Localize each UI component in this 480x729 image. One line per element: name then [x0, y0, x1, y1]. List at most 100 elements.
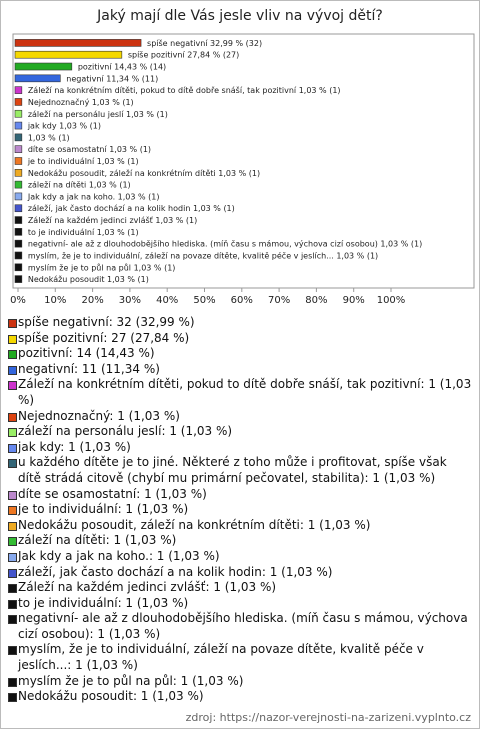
legend-item: u každého dítěte je to jiné. Některé z t…	[8, 455, 472, 486]
legend-item: je to individuální: 1 (1,03 %)	[8, 502, 472, 518]
bar	[14, 239, 23, 248]
legend-swatch	[8, 646, 17, 656]
bar-label: Jak kdy a jak na koho. 1,03 % (1)	[27, 192, 160, 201]
legend-swatch	[8, 537, 17, 547]
bar	[14, 157, 23, 165]
legend-text: Jak kdy a jak na koho.: 1 (1,03 %)	[18, 548, 220, 563]
bar-label: Nedokážu posoudit, záleží na konkrétním …	[28, 168, 260, 178]
legend-item: Záleží na konkrétním dítěti, pokud to dí…	[8, 377, 472, 408]
legend-text: díte se osamostatní: 1 (1,03 %)	[18, 486, 207, 501]
bar-label: spíše pozitivní 27,84 % (27)	[128, 50, 239, 60]
bar-label: jak kdy 1,03 % (1)	[27, 122, 101, 131]
legend-item: spíše pozitivní: 27 (27,84 %)	[8, 331, 472, 347]
x-tick-label: 60%	[231, 295, 253, 306]
x-tick-label: 20%	[81, 295, 103, 306]
bar-label: to je individuální 1,03 % (1)	[28, 228, 139, 237]
legend-swatch	[8, 615, 17, 625]
legend-item: pozitivní: 14 (14,43 %)	[8, 346, 472, 362]
legend-item: myslím že je to půl na půl: 1 (1,03 %)	[8, 674, 472, 690]
legend-swatch	[8, 521, 17, 531]
bar-label: záleží na personálu jeslí 1,03 % (1)	[28, 110, 168, 119]
legend-swatch	[8, 584, 17, 594]
bar-label: 1,03 % (1)	[28, 133, 70, 142]
legend-text: Nedokážu posoudit: 1 (1,03 %)	[18, 689, 204, 704]
legend-text: záleží na personálu jeslí: 1 (1,03 %)	[18, 424, 233, 439]
legend-item: záleží, jak často dochází a na kolik hod…	[8, 565, 472, 581]
legend-swatch	[8, 443, 17, 453]
legend-swatch	[8, 319, 17, 328]
bar	[14, 133, 23, 142]
bar	[14, 39, 142, 47]
legend-swatch	[8, 568, 17, 578]
bar-label: myslím, že je to individuální, záleží na…	[28, 250, 378, 260]
bar-label: díte se osamostatní 1,03 % (1)	[28, 145, 151, 154]
legend-item: jak kdy: 1 (1,03 %)	[8, 440, 472, 456]
bar-label: je to individuální 1,03 % (1)	[27, 157, 139, 166]
bar-label: spíše negativní 32,99 % (32)	[147, 38, 262, 48]
legend-swatch	[8, 459, 17, 469]
bar-label: záleží na dítěti 1,03 % (1)	[28, 181, 131, 190]
bar	[14, 50, 123, 59]
legend-text: je to individuální: 1 (1,03 %)	[18, 502, 189, 517]
bar	[14, 204, 23, 213]
legend-swatch	[8, 334, 17, 344]
legend-text: negativní: 11 (11,34 %)	[18, 361, 160, 376]
legend-text: záleží na dítěti: 1 (1,03 %)	[18, 533, 177, 548]
bar	[14, 98, 23, 106]
x-tick-label: 70%	[268, 295, 290, 306]
bar	[14, 192, 23, 201]
bar-label: Nejednoznačný 1,03 % (1)	[28, 97, 134, 107]
x-tick-label: 100%	[377, 295, 406, 306]
bar-label: negativní- ale až z dlouhodobějšího hled…	[28, 239, 422, 249]
legend-item: Jak kdy a jak na koho.: 1 (1,03 %)	[8, 549, 472, 565]
x-tick-label: 30%	[119, 295, 141, 306]
legend-text: negativní- ale až z dlouhodobějšího hled…	[18, 611, 468, 641]
bar-label: pozitivní 14,43 % (14)	[78, 63, 166, 72]
legend-swatch	[8, 490, 17, 500]
x-tick-label: 80%	[305, 295, 327, 306]
legend-text: spíše negativní: 32 (32,99 %)	[18, 315, 195, 329]
bar	[14, 169, 23, 177]
legend-item: to je individuální: 1 (1,03 %)	[8, 596, 472, 612]
bar	[14, 251, 23, 260]
legend-text: myslím, že je to individuální, záleží na…	[18, 642, 424, 673]
bar	[14, 121, 23, 130]
legend-swatch	[8, 677, 17, 687]
legend-item: negativní: 11 (11,34 %)	[8, 362, 472, 378]
bar	[14, 145, 23, 153]
legend-swatch	[8, 365, 17, 375]
bar	[14, 216, 23, 224]
legend-swatch	[8, 506, 17, 516]
legend-text: Záleží na každém jedinci zvlášť: 1 (1,03…	[18, 580, 277, 595]
bar	[14, 62, 73, 71]
legend-text: jak kdy: 1 (1,03 %)	[18, 439, 131, 454]
legend-swatch	[8, 552, 17, 562]
x-tick-label: 40%	[156, 295, 178, 306]
legend-text: to je individuální: 1 (1,03 %)	[18, 595, 189, 610]
bar	[14, 263, 23, 272]
legend-swatch	[8, 350, 17, 360]
bar-label: Záleží na každém jedinci zvlášť 1,03 % (…	[28, 215, 197, 225]
legend-text: Nejednoznačný: 1 (1,03 %)	[18, 408, 180, 423]
x-tick-label: 10%	[44, 295, 66, 306]
bar	[14, 275, 23, 283]
bar-label: negativní 11,34 % (11)	[66, 74, 158, 83]
bar-label: Záleží na konkrétním dítěti, pokud to dí…	[28, 85, 341, 95]
legend-text: pozitivní: 14 (14,43 %)	[18, 346, 155, 361]
legend-text: Nedokážu posoudit, záleží na konkrétním …	[18, 517, 371, 532]
bar-label: Nedokážu posoudit 1,03 % (1)	[28, 275, 149, 284]
legend-text: myslím že je to půl na půl: 1 (1,03 %)	[18, 673, 244, 688]
chart: Jaký mají dle Vás jesle vliv na vývoj dě…	[10, 8, 475, 306]
bar	[14, 86, 23, 94]
legend-item: myslím, že je to individuální, záleží na…	[8, 642, 472, 673]
legend-text: u každého dítěte je to jiné. Některé z t…	[18, 455, 447, 485]
bar	[14, 74, 61, 83]
bar	[14, 180, 23, 189]
chart-title: Jaký mají dle Vás jesle vliv na vývoj dě…	[96, 8, 383, 24]
legend: spíše negativní: 32 (32,99 %) spíše pozit…	[8, 315, 472, 705]
bar	[14, 109, 23, 118]
legend-swatch	[8, 428, 17, 438]
legend-item: Nedokážu posoudit: 1 (1,03 %)	[8, 689, 472, 705]
legend-item: Nedokážu posoudit, záleží na konkrétním …	[8, 518, 472, 534]
